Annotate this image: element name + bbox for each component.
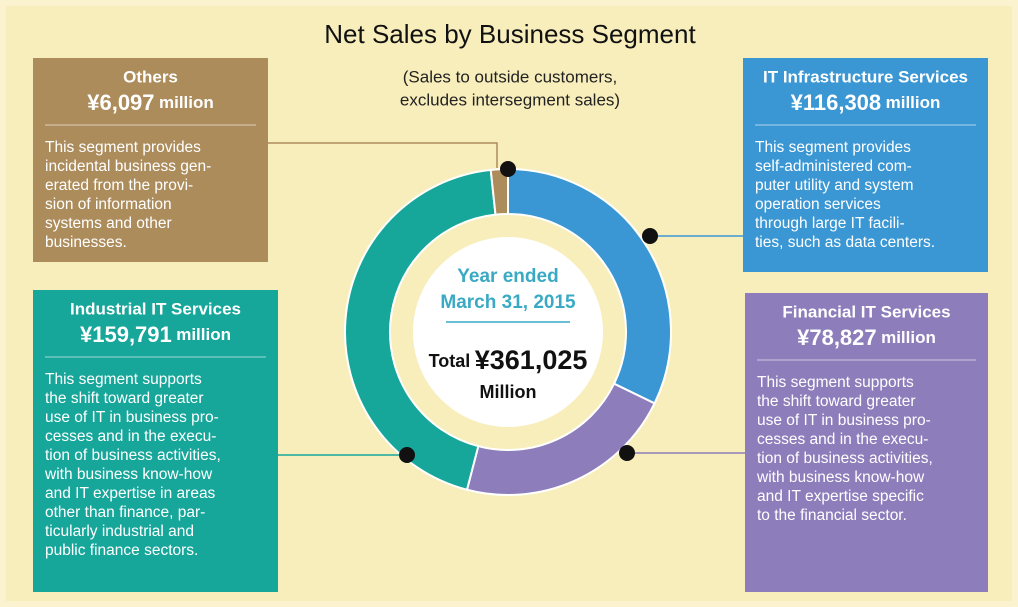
segment-description: and IT expertise specific [757,488,924,505]
segment-name: Financial IT Services [782,302,950,321]
segment-amount: ¥78,827 million [797,325,936,350]
segment-description: erated from the provi- [45,177,193,194]
total-unit: Million [480,382,537,402]
segment-description: This segment supports [45,371,202,388]
connector-dot [642,228,658,244]
segment-description: This segment supports [757,374,914,391]
segment-description: self-administered com- [755,158,912,175]
amount-value: ¥159,791 [80,322,172,347]
total-prefix: Total [429,351,471,371]
segment-box [743,58,988,272]
subtitle: excludes intersegment sales) [400,90,620,109]
segment-description: incidental business gen- [45,158,211,175]
segment-description: cesses and in the execu- [757,431,928,448]
segment-description: systems and other [45,215,172,232]
segment-description: to the financial sector. [757,507,907,524]
segment-description: ticularly industrial and [45,523,194,540]
amount-value: ¥78,827 [797,325,877,350]
total: Total ¥361,025 [429,345,588,375]
segment-description: with business know-how [44,466,213,483]
center-disk [413,237,603,427]
segment-description: use of IT in business pro- [45,409,219,426]
period: March 31, 2015 [440,292,576,313]
segment-description: sion of information [45,196,172,213]
segment-description: puter utility and system [755,177,914,194]
segment-box [745,293,988,592]
donut-segment [489,167,509,216]
segment-amount: ¥6,097 million [87,90,214,115]
segment-amount: ¥159,791 million [80,322,231,347]
connector [268,142,498,168]
segment-description: through large IT facili- [755,215,905,232]
segment-description: the shift toward greater [757,393,916,410]
segment-box [33,58,268,262]
segment-description: operation services [755,196,881,213]
segment-description: cesses and in the execu- [45,428,216,445]
amount-unit: million [176,325,231,344]
segment-boxes: IT Infrastructure Services ¥116,308 milli… [33,58,988,592]
segment-name: Others [123,67,178,86]
segment-description: public finance sectors. [45,542,198,559]
segment-amount: ¥116,308 million [791,90,941,115]
connector-dot [619,445,635,461]
segment-description: ties, such as data centers. [755,234,935,251]
segment-box [33,290,278,592]
segment-description: businesses. [45,234,127,251]
segment-description: This segment provides [45,139,201,156]
segment-description: tion of business activities, [757,450,933,467]
segment-description: with business know-how [756,469,925,486]
subtitle: (Sales to outside customers, [403,67,617,86]
segment-name: IT Infrastructure Services [763,67,968,86]
segment-description: This segment provides [755,139,911,156]
connector-dot [500,161,516,177]
amount-unit: million [881,328,936,347]
segment-description: the shift toward greater [45,390,204,407]
donut [344,167,672,496]
amount-value: ¥6,097 [87,90,154,115]
donut-segment [507,167,672,405]
period: Year ended [457,266,558,287]
amount-unit: million [886,93,941,112]
connector-dot [399,447,415,463]
donut-segment [344,168,497,491]
segment-name: Industrial IT Services [70,299,241,318]
segment-description: and IT expertise in areas [45,485,216,502]
segment-description: tion of business activities, [45,447,221,464]
segment-description: use of IT in business pro- [757,412,931,429]
amount-value: ¥116,308 [791,90,882,115]
segment-description: other than finance, par- [45,504,205,521]
amount-unit: million [159,93,214,112]
total-value: ¥361,025 [475,345,588,375]
chart-title: Net Sales by Business Segment [324,19,696,49]
